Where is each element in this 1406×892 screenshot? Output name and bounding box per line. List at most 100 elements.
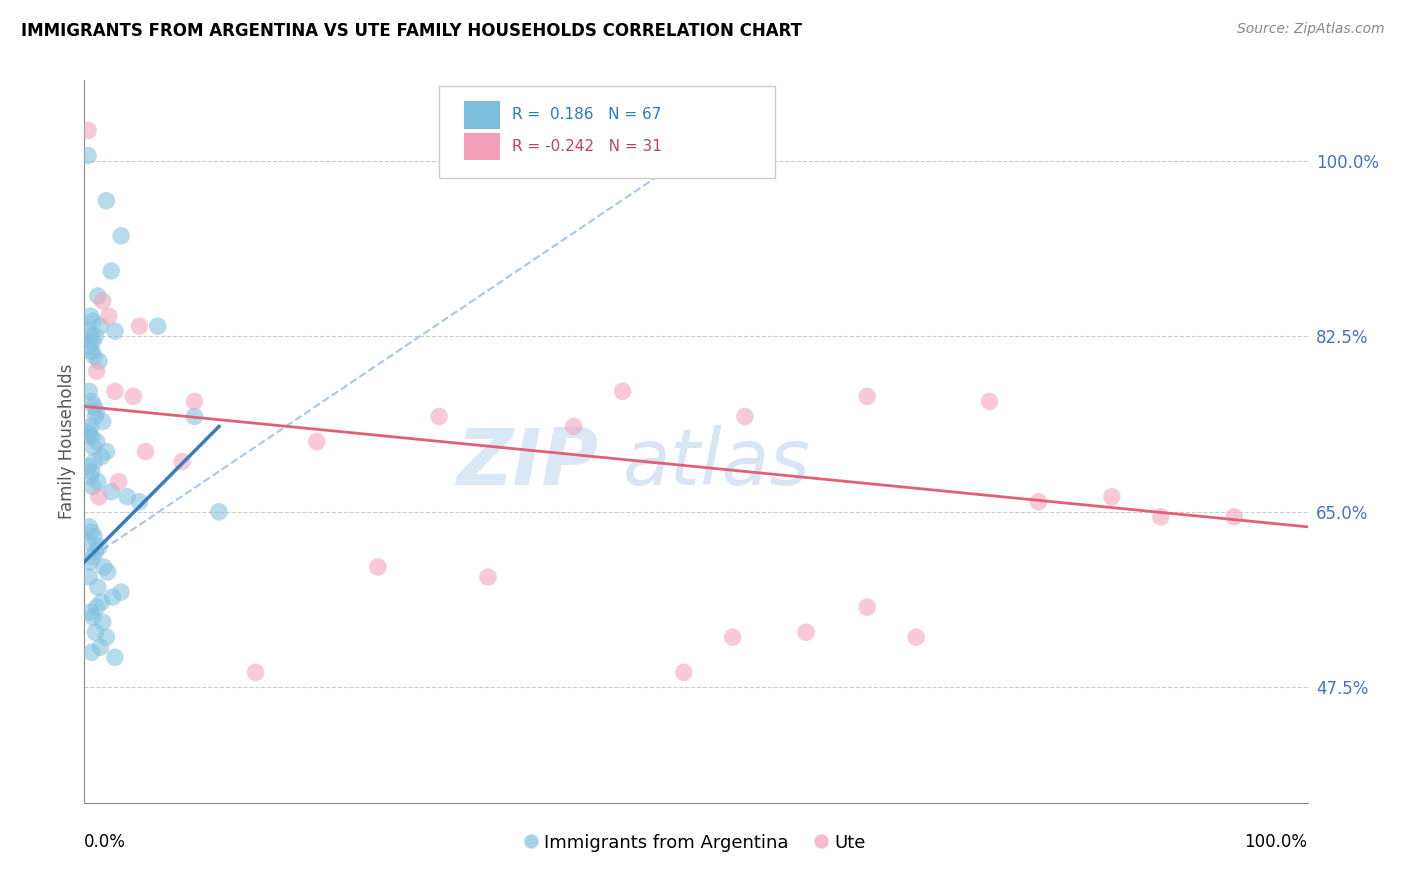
Point	[82, 549, 104, 564]
Point	[82, 334, 104, 349]
Point	[86, 404, 108, 418]
Point	[82, 480, 104, 494]
Point	[1223, 509, 1246, 524]
Point	[183, 409, 205, 424]
Point	[79, 555, 101, 569]
Point	[107, 475, 129, 489]
Point	[79, 605, 101, 619]
Point	[905, 630, 928, 644]
Text: ZIP: ZIP	[456, 425, 598, 501]
Point	[427, 409, 450, 424]
Point	[77, 425, 100, 439]
Point	[84, 625, 107, 640]
Text: R = -0.242   N = 31: R = -0.242 N = 31	[513, 139, 662, 154]
Point	[77, 324, 100, 338]
Point	[110, 228, 132, 243]
Point	[77, 148, 100, 162]
Point	[208, 505, 231, 519]
Point	[734, 409, 756, 424]
Point	[82, 440, 104, 454]
Legend: Immigrants from Argentina, Ute: Immigrants from Argentina, Ute	[519, 826, 873, 859]
Point	[305, 434, 328, 449]
Point	[80, 524, 103, 539]
Point	[91, 414, 114, 429]
Point	[77, 339, 100, 353]
Point	[79, 469, 101, 483]
Point	[856, 389, 879, 403]
Point	[83, 530, 105, 544]
Point	[96, 630, 118, 644]
Text: IMMIGRANTS FROM ARGENTINA VS UTE FAMILY HOUSEHOLDS CORRELATION CHART: IMMIGRANTS FROM ARGENTINA VS UTE FAMILY …	[21, 22, 801, 40]
Point	[110, 585, 132, 599]
Bar	[464, 133, 501, 161]
Point	[96, 194, 118, 208]
Point	[367, 560, 389, 574]
Point	[856, 600, 879, 615]
Point	[146, 319, 169, 334]
Point	[1101, 490, 1123, 504]
Point	[87, 490, 110, 504]
Point	[86, 434, 108, 449]
Point	[87, 475, 110, 489]
Point	[97, 309, 120, 323]
Point	[84, 329, 107, 343]
Point	[93, 560, 115, 574]
Point	[77, 384, 100, 399]
Point	[77, 426, 100, 441]
Point	[104, 384, 127, 399]
Point	[128, 494, 150, 508]
Point	[80, 429, 103, 443]
Point	[91, 615, 114, 630]
Point	[104, 324, 127, 338]
Point	[104, 650, 127, 665]
Y-axis label: Family Households: Family Households	[58, 364, 76, 519]
Point	[1150, 509, 1173, 524]
Point	[183, 394, 205, 409]
Point	[80, 394, 103, 409]
Point	[82, 314, 104, 328]
Point	[80, 465, 103, 479]
Point	[562, 419, 585, 434]
Point	[79, 329, 101, 343]
Point	[245, 665, 267, 680]
Text: Source: ZipAtlas.com: Source: ZipAtlas.com	[1237, 22, 1385, 37]
Point	[794, 625, 817, 640]
Point	[80, 344, 103, 359]
Point	[86, 600, 108, 615]
Point	[87, 580, 110, 594]
Point	[612, 384, 634, 399]
Point	[84, 545, 107, 559]
Point	[91, 294, 114, 309]
Text: atlas: atlas	[623, 425, 810, 501]
Point	[721, 630, 744, 644]
Point	[90, 595, 112, 609]
Point	[86, 364, 108, 378]
Point	[79, 419, 101, 434]
Point	[115, 490, 138, 504]
Point	[83, 400, 105, 414]
Point	[82, 610, 104, 624]
Point	[97, 565, 120, 579]
Point	[77, 535, 100, 549]
Point	[90, 450, 112, 464]
Point	[77, 570, 100, 584]
Point	[96, 444, 118, 458]
Point	[979, 394, 1001, 409]
Text: 100.0%: 100.0%	[1244, 833, 1308, 851]
Point	[135, 444, 157, 458]
Point	[87, 289, 110, 303]
Point	[77, 520, 100, 534]
Point	[84, 409, 107, 424]
Point	[100, 264, 122, 278]
Point	[87, 540, 110, 554]
Text: 0.0%: 0.0%	[84, 833, 127, 851]
Point	[77, 123, 100, 137]
Text: R =  0.186   N = 67: R = 0.186 N = 67	[513, 107, 662, 122]
Point	[672, 665, 695, 680]
Bar	[464, 101, 501, 128]
Point	[477, 570, 499, 584]
Point	[128, 319, 150, 334]
Point	[87, 354, 110, 368]
Point	[122, 389, 145, 403]
Point	[89, 319, 111, 334]
